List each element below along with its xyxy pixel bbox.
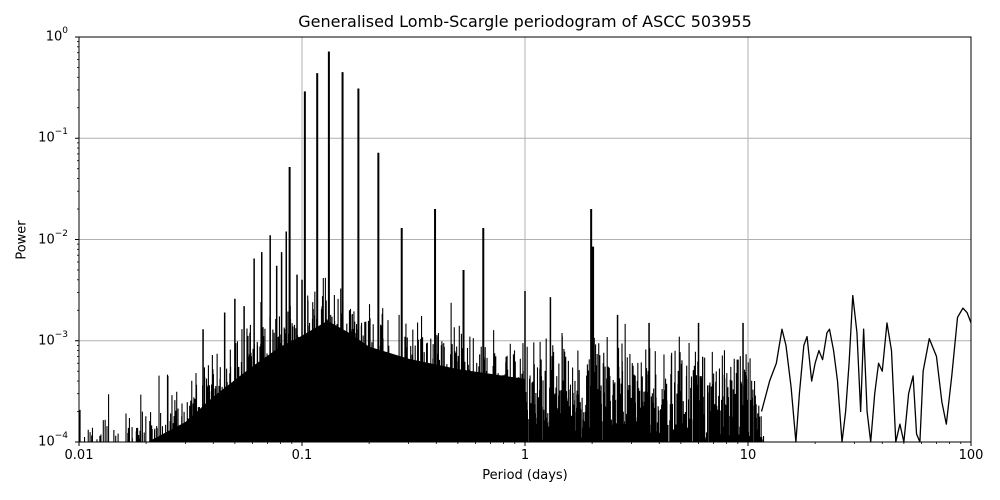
y-tick-label: 10−1 (38, 127, 68, 146)
y-tick-label: 10−4 (38, 431, 68, 450)
x-tick-label: 0.1 (291, 448, 313, 463)
axes-frame (78, 36, 972, 443)
chart-title: Generalised Lomb-Scargle periodogram of … (298, 12, 752, 31)
x-axis-label: Period (days) (482, 468, 568, 483)
y-tick-label: 10−3 (38, 329, 68, 349)
x-tick-label: 1 (520, 448, 530, 463)
x-tick-label: 0.01 (64, 448, 94, 463)
x-tick-label: 10 (739, 448, 757, 463)
y-tick-label: 10−2 (38, 228, 68, 247)
y-tick-label: 100 (45, 26, 68, 45)
periodogram-series (79, 51, 972, 443)
x-tick-label: 100 (958, 448, 984, 463)
